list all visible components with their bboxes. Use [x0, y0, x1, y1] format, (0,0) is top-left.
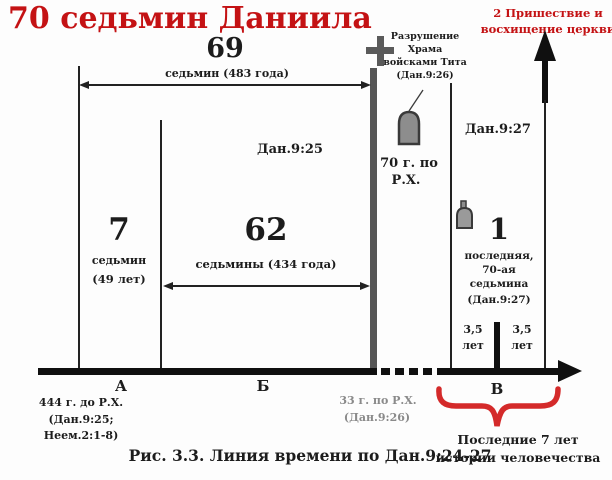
span-7-label-line2: (49 лет)	[92, 272, 146, 286]
midpoint-tick	[494, 322, 500, 368]
temple-note-line3: войсками Тита	[383, 57, 467, 68]
timeline-right-arrowhead-icon	[558, 360, 582, 382]
tombstone-small-icon	[456, 200, 473, 229]
up-arrow-shaft-thin	[544, 100, 546, 368]
up-arrowhead	[534, 30, 556, 61]
point-v-label: В	[490, 380, 504, 398]
diagram-title: 70 седьмин Даниила	[8, 1, 372, 36]
boundary-line-7weeks-end	[160, 120, 162, 368]
boundary-line-444bc	[78, 66, 80, 368]
temple-note-connector-line	[408, 89, 424, 112]
point-b-label: Б	[256, 377, 270, 395]
ref-dan-9-25: Дан.9:25	[257, 142, 323, 157]
timeline-dashed-gap	[381, 368, 446, 375]
span-70th-line1: последняя,	[464, 250, 534, 262]
messiah-cutoff-bar	[370, 68, 377, 371]
boundary-line-last-week-start	[450, 83, 452, 368]
last-seven-line1: Последние 7 лет	[457, 432, 579, 447]
span-70th-line2: 70-ая	[482, 264, 516, 276]
temple-note-line1: Разрушение	[390, 31, 460, 42]
span-7-label-line1: седьмин	[91, 254, 147, 267]
rapture-note-line1: 2 Пришествие и	[493, 6, 603, 20]
first-half-value: 3,5	[463, 323, 483, 336]
point-a-note-line2: (Дан.9:25;	[48, 413, 114, 426]
figure-caption: Рис. 3.3. Линия времени по Дан.9:24-27	[128, 446, 492, 465]
span-7-number: 7	[108, 212, 130, 248]
up-arrow-shaft-thick	[542, 55, 548, 103]
point-b-note-line1: 33 г. по Р.Х.	[339, 394, 417, 407]
first-half-unit: лет	[462, 339, 484, 352]
point-a-label: А	[114, 377, 128, 395]
span-70th-line3: седьмина	[469, 278, 529, 290]
last-seven-years-note: Последние 7 лет истории человечества	[436, 431, 601, 467]
timeline-solid-right	[446, 368, 562, 375]
arrowhead-right-icon	[361, 81, 371, 89]
span-70th-line4: (Дан.9:27)	[467, 294, 531, 306]
arrowhead-left-icon	[79, 81, 89, 89]
span-62-number: 62	[244, 212, 288, 248]
temple-year-line1: 70 г. по	[380, 156, 438, 171]
temple-destruction-note: Разрушение Храма войсками Тита (Дан.9:26…	[383, 30, 467, 82]
timeline-solid-left	[38, 368, 377, 375]
arrow-line	[172, 285, 361, 287]
first-half-years: 3,5 лет	[462, 322, 484, 354]
second-half-value: 3,5	[512, 323, 532, 336]
point-a-note-line1: 444 г. до Р.Х.	[38, 396, 124, 409]
tombstone-large-icon	[397, 110, 421, 146]
cross-horizontal-bar	[366, 47, 394, 54]
temple-note-line2: Храма	[407, 44, 443, 55]
span-70th-number: 1	[488, 212, 510, 246]
temple-note-line4: (Дан.9:26)	[396, 70, 454, 81]
last-seven-line2: истории человечества	[435, 450, 601, 465]
span-69-label: седьмин (483 года)	[165, 67, 289, 80]
temple-year-line2: Р.Х.	[391, 173, 421, 188]
rapture-note: 2 Пришествие и восхищение церкви	[481, 5, 612, 37]
ref-dan-9-27: Дан.9:27	[465, 122, 531, 137]
span-62-label: седьмины (434 года)	[195, 257, 337, 271]
arrow-line	[88, 84, 362, 86]
point-b-note-line2: (Дан.9:26)	[343, 411, 411, 424]
second-half-unit: лет	[511, 339, 533, 352]
second-half-years: 3,5 лет	[511, 322, 533, 354]
rapture-note-line2: восхищение церкви	[480, 22, 612, 36]
arrowhead-right-icon	[360, 282, 370, 290]
point-a-note-line3: Неем.2:1-8)	[43, 429, 119, 442]
span-69-number: 69	[206, 33, 244, 64]
arrowhead-left-icon	[163, 282, 173, 290]
